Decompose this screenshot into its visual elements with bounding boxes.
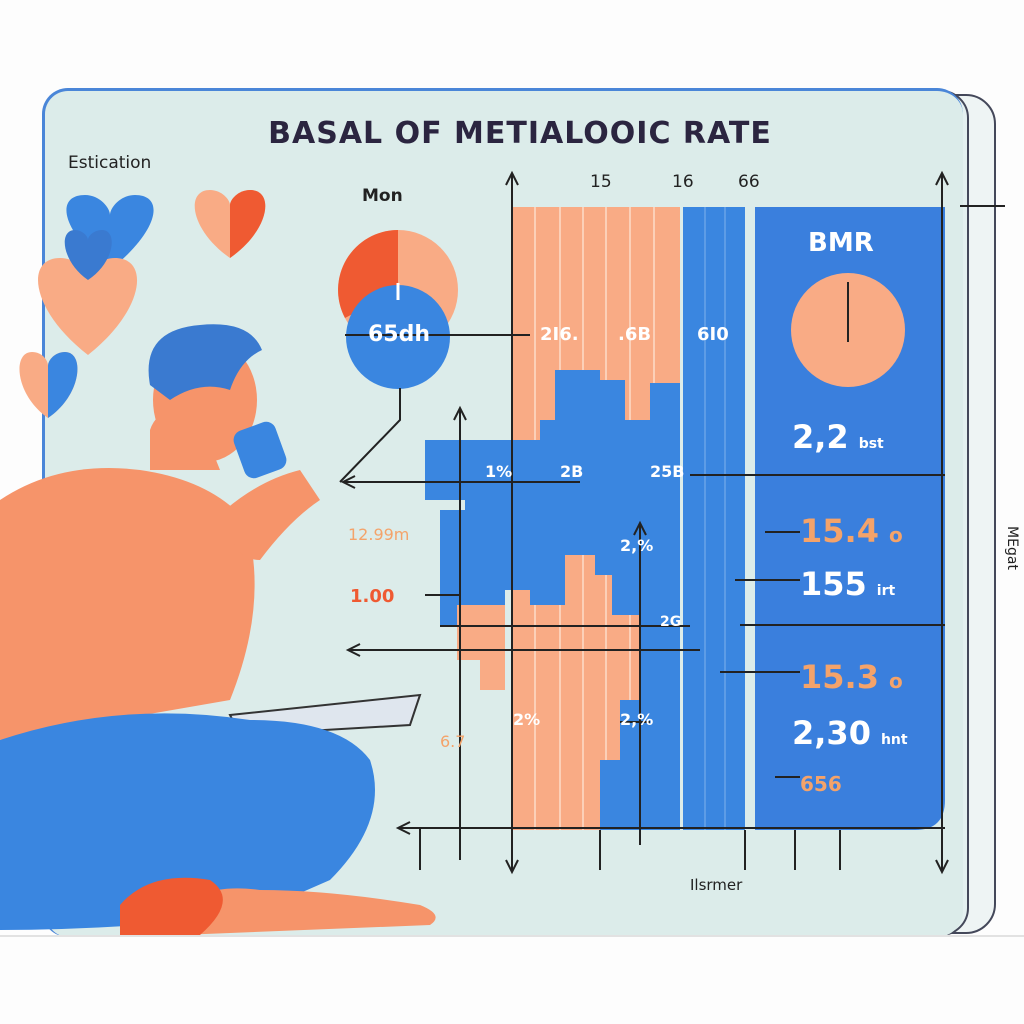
pie-chart-icon <box>338 230 458 389</box>
bmr-title: BMR <box>808 228 874 258</box>
bmr-value: 656 <box>800 772 842 796</box>
top-tick: 66 <box>738 172 760 192</box>
arrow-icon <box>340 170 1005 875</box>
bmr-main-value: 2,2 bst <box>792 418 884 456</box>
heart-icon <box>66 195 154 270</box>
top-tick: 15 <box>590 172 612 192</box>
blue-bar <box>683 207 745 830</box>
pie-value: 65dh <box>368 322 431 347</box>
left-label: 12.99m <box>348 525 410 544</box>
bar-label: .6B <box>618 324 652 345</box>
bar-label: 2I6. <box>540 324 579 345</box>
bar-label: 2,% <box>620 710 654 729</box>
person-illustration <box>0 324 436 935</box>
bar-label: 2B <box>560 462 584 481</box>
bmr-value: 15.3 o <box>800 658 903 696</box>
connector-line <box>339 388 401 483</box>
heart-icon <box>64 230 112 280</box>
bottom-label: Ilsrmer <box>690 876 743 894</box>
bar-label: 1% <box>485 462 513 481</box>
heart-icon <box>38 258 138 355</box>
heart-icon <box>19 352 78 418</box>
top-tick: 16 <box>672 172 694 192</box>
bar-label: 2% <box>513 710 541 729</box>
bar-label: 2,% <box>620 536 654 555</box>
page-title: BASAL OF METIALOOIC RATE <box>268 116 772 151</box>
bmr-value: 2,30 hnt <box>792 714 908 752</box>
blue-step-bars <box>425 370 680 830</box>
pie-label: Mon <box>362 186 403 206</box>
bar-label: 25B <box>650 462 685 481</box>
left-label: 1.00 <box>350 586 395 607</box>
left-label: 6.7 <box>440 732 466 751</box>
bmr-value: 155 irt <box>800 565 896 603</box>
bar-label: 6I0 <box>697 324 729 345</box>
right-label: MEgat <box>1003 526 1020 570</box>
bmr-value: 15.4 o <box>800 512 903 550</box>
bar-label: 2G <box>660 614 682 630</box>
heart-icon <box>194 190 266 258</box>
side-label: Estication <box>68 153 152 173</box>
